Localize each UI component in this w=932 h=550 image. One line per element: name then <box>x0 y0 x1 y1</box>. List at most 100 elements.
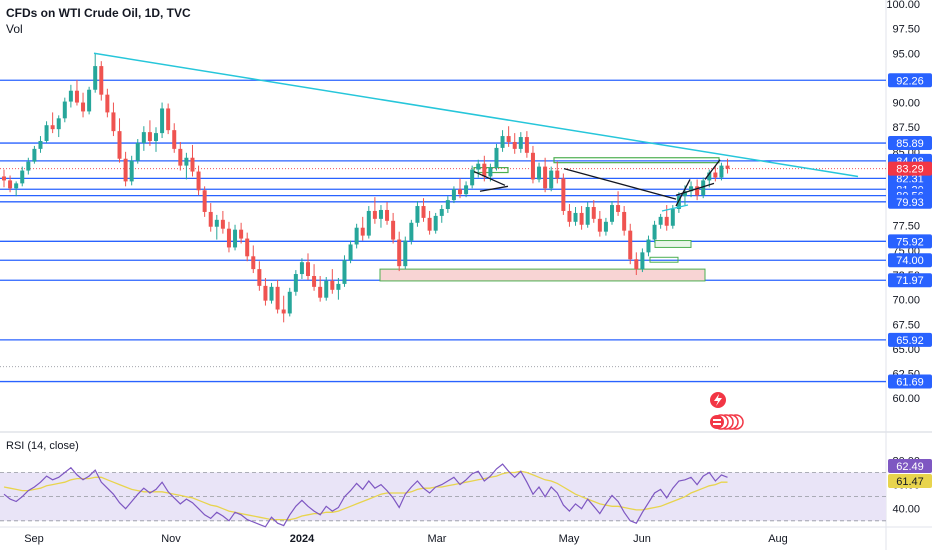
level-tag <box>888 73 932 88</box>
candle-body <box>2 176 6 181</box>
level-tag-label: 65.92 <box>896 335 924 347</box>
candle-body <box>561 178 566 211</box>
black-trendline-march-1 <box>473 170 506 186</box>
candle-body <box>719 165 724 178</box>
candle-body <box>129 160 134 182</box>
candle-body <box>725 165 730 169</box>
candle-body <box>269 286 274 301</box>
candle-body <box>634 259 639 270</box>
candle-body <box>44 125 49 141</box>
black-trendline-may <box>563 167 677 200</box>
candle-body <box>482 163 487 177</box>
level-tag <box>888 273 932 288</box>
candle-body <box>68 90 73 102</box>
candle-body <box>518 137 523 149</box>
black-trendline-june-3 <box>675 179 691 207</box>
candle-body <box>32 148 37 162</box>
candle-body <box>275 286 280 310</box>
candle-body <box>628 230 633 260</box>
candle-body <box>391 220 396 240</box>
candle-body <box>433 215 438 231</box>
candle-body <box>701 180 706 196</box>
candle-body <box>263 285 268 301</box>
black-trendline-march-2 <box>479 185 509 192</box>
dividends-icon <box>710 415 724 429</box>
lightning-glyph <box>714 394 722 406</box>
candle-body <box>251 256 256 270</box>
time-tick-label: Aug <box>768 533 788 545</box>
candle-body <box>245 238 250 257</box>
candle-body <box>567 210 572 222</box>
price-tick-label: 65.00 <box>892 344 920 356</box>
demand-zone <box>379 268 706 282</box>
level-tag-label: 61.69 <box>896 377 924 389</box>
horizontal-levels[interactable] <box>0 79 886 383</box>
time-axis[interactable]: Sep Nov 2024 Mar May Jun Aug <box>24 533 788 545</box>
price-tick-label: 97.50 <box>892 24 920 36</box>
candle-body <box>585 207 590 225</box>
candle-body <box>695 186 700 196</box>
price-tick-label: 70.00 <box>892 295 920 307</box>
candle-body <box>427 217 432 231</box>
candle-body <box>99 66 104 95</box>
dividends-glyph <box>713 419 721 421</box>
june-zone-2 <box>649 256 679 263</box>
descending-trendline <box>93 52 859 178</box>
candle-body <box>87 89 92 112</box>
trendlines[interactable] <box>93 52 859 212</box>
event-icons[interactable] <box>710 392 744 430</box>
level-tag <box>888 136 932 151</box>
rsi-title: RSI (14, close) <box>6 440 79 452</box>
black-trendline-june-2 <box>704 159 721 180</box>
candle-body <box>26 161 31 171</box>
price-tick-label: 60.00 <box>892 393 920 405</box>
candle-body <box>220 219 225 229</box>
candle-body <box>257 269 262 286</box>
candle-body <box>287 291 292 314</box>
candle-body <box>537 166 542 180</box>
candle-body <box>555 170 560 179</box>
level-tag-label: 79.93 <box>896 197 924 209</box>
candle-body <box>445 200 450 209</box>
price-tick-label: 95.00 <box>892 48 920 60</box>
candle-body <box>306 262 310 277</box>
price-tick-label: 77.50 <box>892 221 920 233</box>
candle-body <box>573 212 578 222</box>
candle-body <box>56 118 61 130</box>
candle-body <box>8 180 13 189</box>
rsi-value-label: 61.47 <box>896 476 924 488</box>
candle-body <box>293 274 298 292</box>
june-zone-1 <box>654 240 692 248</box>
current-price-label: 83.29 <box>896 164 924 176</box>
candle-body <box>451 189 456 201</box>
candle-body <box>646 239 651 253</box>
candle-body <box>330 280 335 290</box>
cyan-segment <box>661 204 689 212</box>
candle-body <box>397 239 402 267</box>
candle-body <box>378 209 383 219</box>
resistance-zone <box>553 157 720 164</box>
candle-body <box>81 102 86 112</box>
candle-body <box>658 216 663 225</box>
candle-body <box>707 172 712 181</box>
candle-body <box>670 208 675 226</box>
current-price-tag <box>888 161 932 176</box>
candle-body <box>597 218 602 232</box>
candle-body <box>506 136 511 142</box>
candle-body <box>524 137 529 153</box>
rsi-tick-label: 40.00 <box>892 504 920 516</box>
candle-body <box>74 90 79 103</box>
candle-body <box>549 170 554 189</box>
price-axis[interactable]: 100.0097.5095.0092.5090.0087.5085.0082.5… <box>886 0 932 516</box>
candle-body <box>409 222 414 241</box>
candle-body <box>184 157 189 166</box>
candle-body <box>342 260 347 284</box>
volume-label: Vol <box>6 22 23 36</box>
candle-body <box>640 252 645 270</box>
candle-body <box>676 196 681 209</box>
price-tick-label: 67.50 <box>892 319 920 331</box>
candle-body <box>154 133 158 141</box>
candle-body <box>348 244 353 261</box>
candle-body <box>141 132 146 143</box>
